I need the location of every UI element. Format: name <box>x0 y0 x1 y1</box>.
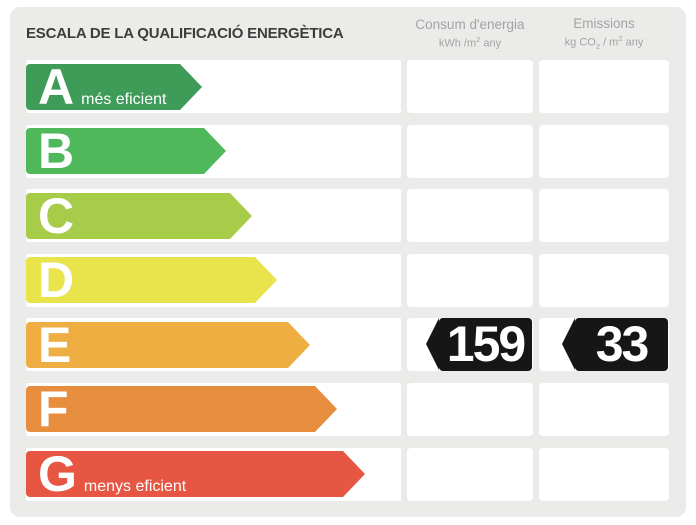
header-row: ESCALA DE LA QUALIFICACIÓ ENERGÈTICA Con… <box>10 7 686 60</box>
scale-row-b: B <box>26 123 670 180</box>
consum-value-badge: 159 <box>426 316 532 373</box>
bar-arrow-tip <box>230 192 252 239</box>
badge-arrow-tip <box>426 318 439 371</box>
bar-track: B <box>26 123 401 180</box>
rating-bar-d: D <box>26 252 255 309</box>
emissions-column-header: Emissions kg CO2 / m2 any <box>539 15 669 53</box>
scale-row-c: C <box>26 187 670 244</box>
rating-letter: B <box>38 123 74 180</box>
emissions-cell <box>539 124 669 178</box>
rating-letter: D <box>38 252 74 309</box>
scale-row-g: G menys eficient <box>26 446 670 503</box>
efficiency-label: menys eficient <box>83 478 187 496</box>
bar-track: G menys eficient <box>26 446 401 503</box>
scale-rows: A més eficient <box>10 60 686 501</box>
rating-bar-e: E <box>26 316 288 373</box>
scale-row-f: F <box>26 381 670 438</box>
rating-letter: F <box>38 381 69 438</box>
scale-row-a: A més eficient <box>26 60 670 113</box>
rating-bar-g: G menys eficient <box>26 446 343 503</box>
consum-cell <box>407 189 533 243</box>
emissions-cell: 33 <box>539 316 669 373</box>
emissions-cell <box>539 253 669 307</box>
emissions-value-badge: 33 <box>562 316 668 373</box>
rating-bar-a: A més eficient <box>26 58 180 115</box>
bar-arrow-tip <box>255 257 277 304</box>
rating-letter: A <box>38 58 74 115</box>
consum-column-unit: kWh /m2 any <box>438 35 502 50</box>
rating-letter: G <box>38 446 77 503</box>
scale-row-e: E 159 33 <box>26 316 670 373</box>
bar-arrow-tip <box>343 451 365 498</box>
bar-track: D <box>26 252 401 309</box>
consum-cell <box>407 253 533 307</box>
scale-row-d: D <box>26 252 670 309</box>
consum-column-title: Consum d'energia <box>415 17 525 33</box>
emissions-column-title: Emissions <box>573 15 635 31</box>
emissions-cell <box>539 60 669 113</box>
emissions-cell <box>539 189 669 243</box>
rating-bar-f: F <box>26 381 315 438</box>
consum-cell <box>407 60 533 113</box>
emissions-column-unit: kg CO2 / m2 any <box>564 33 644 51</box>
consum-column-header: Consum d'energia kWh /m2 any <box>407 16 533 51</box>
consum-cell <box>407 382 533 436</box>
badge-arrow-tip <box>562 318 575 371</box>
bar-track: F <box>26 381 401 438</box>
energy-scale-panel: ESCALA DE LA QUALIFICACIÓ ENERGÈTICA Con… <box>10 7 686 517</box>
bar-track: E <box>26 316 401 373</box>
consum-value: 159 <box>446 316 526 373</box>
bar-arrow-tip <box>180 63 202 110</box>
consum-cell <box>407 447 533 501</box>
bar-track: A més eficient <box>26 60 401 113</box>
rating-letter: C <box>38 187 74 244</box>
rating-letter: E <box>38 316 71 373</box>
bar-track: C <box>26 187 401 244</box>
efficiency-label: més eficient <box>81 90 167 108</box>
bar-arrow-tip <box>288 321 310 368</box>
rating-bar-b: B <box>26 123 204 180</box>
consum-cell <box>407 124 533 178</box>
bar-arrow-tip <box>204 128 226 175</box>
bar-arrow-tip <box>315 386 337 433</box>
page-title: ESCALA DE LA QUALIFICACIÓ ENERGÈTICA <box>26 25 344 42</box>
rating-bar-c: C <box>26 187 230 244</box>
consum-cell: 159 <box>407 316 533 373</box>
emissions-value: 33 <box>595 316 650 373</box>
emissions-cell <box>539 382 669 436</box>
emissions-cell <box>539 447 669 501</box>
